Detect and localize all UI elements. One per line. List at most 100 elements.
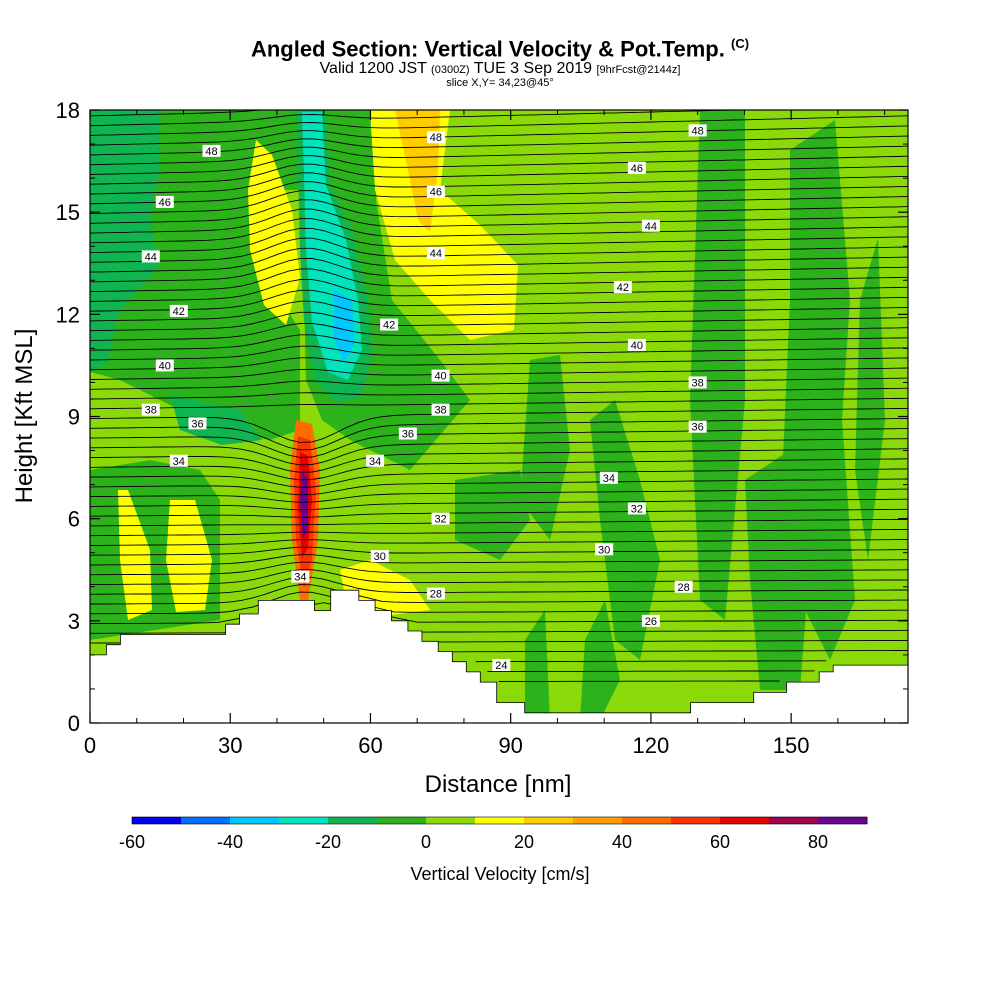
contour-label-box [595,543,614,556]
contour-label: 44 [426,247,445,260]
isentrope-line [475,660,827,663]
isentrope-line [90,478,908,496]
contour-label-box [370,550,389,563]
isentrope-line [90,268,908,293]
contour-label-text: 40 [159,360,171,372]
contour-label-box [431,512,450,525]
contour-label-box [398,427,417,440]
contour-label-text: 30 [374,551,386,563]
contour-label-text: 36 [692,422,704,434]
isentrope-line [90,279,908,302]
contour-label: 34 [366,454,385,468]
contour-label: 42 [380,318,399,332]
x-tick-label: 120 [633,733,670,758]
contour-label: 46 [155,195,174,209]
contour-label-box [141,250,160,263]
contour-label: 38 [141,403,160,417]
isentrope-line [90,155,908,175]
contour-label-box [688,376,707,389]
isentrope-line [90,639,908,644]
contour-label-box [155,359,174,372]
contour-label-box [169,304,188,317]
isentrope-line [90,135,908,156]
contour-label-box [291,570,310,583]
contour-label: 44 [641,219,660,233]
colorbar-swatch [524,817,574,824]
isentrope-line [90,125,908,146]
contour-label: 28 [426,587,445,601]
chart-title-text: Angled Section: Vertical Velocity & Pot.… [250,36,725,62]
contour-label-text: 32 [434,514,446,526]
isentrope-line [90,163,908,185]
isentrope-line [90,190,908,214]
forecast-info: [9hrFcst@2144z] [596,64,681,76]
chart-subtitle: Valid 1200 JST (0300Z) TUE 3 Sep 2019 [9… [0,60,1000,78]
contour-label-box [674,580,693,593]
colorbar-swatch [769,817,819,824]
valid-time: Valid 1200 JST [319,60,427,77]
isentrope-line [90,227,908,254]
y-tick-label: 0 [68,711,80,736]
contour-label: 36 [688,420,707,434]
contour-label-text: 44 [145,251,157,263]
contour-label-text: 44 [430,248,442,260]
contour-label-text: 36 [402,429,414,441]
y-tick-label: 9 [68,405,80,430]
colorbar-tick-label: 80 [808,832,828,852]
field-sink-band-3 [520,355,570,540]
terrain [90,589,908,723]
contour-label-text: 42 [173,306,185,318]
contour-label: 40 [627,338,646,352]
contour-label: 34 [599,471,618,485]
contour-label-box [202,144,221,157]
field-sink-band-4 [590,400,660,660]
isentrope-line [90,367,908,380]
colorbar-tick-label: -20 [315,832,341,852]
field-updraft-jet-peak [300,472,308,538]
isentrope-line [90,208,908,234]
isentrope-line [90,518,908,527]
field-sink-band-1 [690,110,745,620]
contour-label: 26 [641,614,660,628]
contour-label-text: 46 [430,187,442,199]
isentrope-line [90,145,908,166]
contour-label-box [641,219,660,232]
contour-label-box [431,403,450,416]
x-axis-label: Distance [nm] [425,771,572,798]
isentrope-line [90,529,908,537]
contour-label-box [366,454,385,467]
contour-label-text: 34 [294,572,306,584]
contour-label-box [380,318,399,331]
x-tick-label: 60 [358,733,382,758]
contour-label-text: 48 [692,125,704,137]
contour-label-text: 44 [645,221,657,233]
colorbar-label: Vertical Velocity [cm/s] [410,864,589,884]
isentrope-line [90,508,908,518]
contour-label-text: 42 [617,282,629,294]
isentrope-line [90,448,908,473]
contour-label-box [426,185,445,198]
isentrope-line [90,554,908,566]
isentrope-line [90,345,908,361]
contour-label-text: 24 [495,660,507,672]
isentrope-line [90,289,908,312]
isentrope-line [90,199,908,224]
contour-label-text: 48 [430,132,442,144]
isentrope-line [90,498,908,511]
field-sink-band-8 [525,610,550,720]
isentrope-line [90,546,908,556]
velocity-field: 48 46 44 42 40 38 36 34 48 46 44 42 40 38 36 34 32 30 28 24… [90,110,908,723]
contour-label-box [141,403,160,416]
isentrope-line [90,418,908,451]
contour-label-box [155,195,174,208]
field-updraft-ridge [248,140,300,325]
contour-label: 42 [613,281,632,294]
contour-label-box [627,161,646,174]
y-tick-label: 18 [56,98,80,123]
colorbar-swatch [230,817,280,824]
contour-label-box [426,587,445,600]
contour-label: 44 [141,250,160,263]
contour-label-text: 28 [430,589,442,601]
contour-label: 40 [155,359,174,372]
